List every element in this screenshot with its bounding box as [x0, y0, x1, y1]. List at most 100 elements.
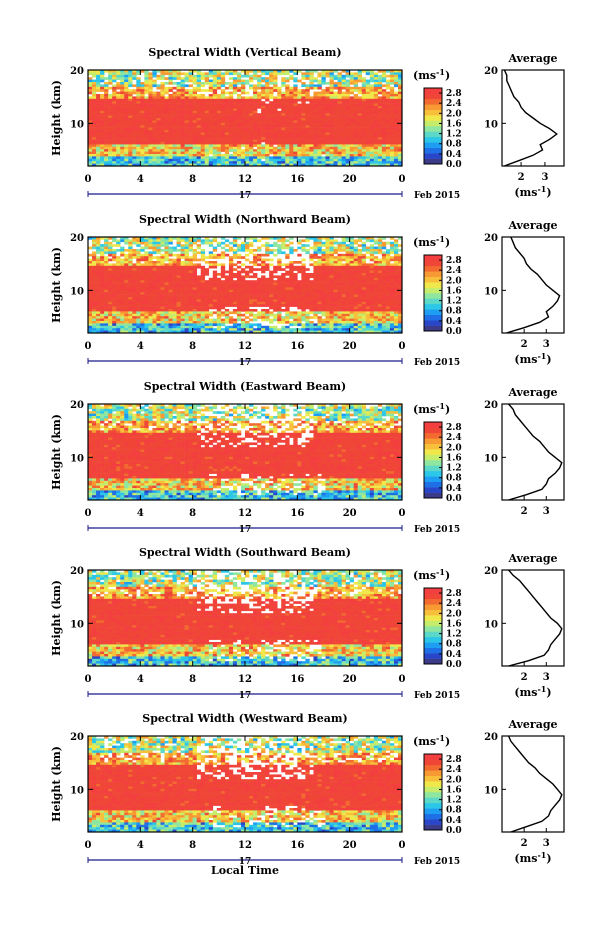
x-tick-label: 0 [399, 674, 406, 685]
panel-title: Spectral Width (Eastward Beam) [144, 380, 346, 393]
colorbar-tick-label: 0.0 [446, 660, 462, 670]
colorbar-tick-label: 0.0 [446, 327, 462, 337]
y-tick-label: 10 [70, 785, 84, 796]
colorbar-tick-label: 0.0 [446, 160, 462, 170]
avg-x-tick-label: 2 [518, 172, 525, 183]
x-tick-label: 20 [343, 840, 357, 851]
colorbar-tick-label: 1.6 [446, 619, 462, 629]
colorbar-tick-label: 0.4 [446, 484, 462, 494]
colorbar-tick-label: 1.6 [446, 119, 462, 129]
x-tick-label: 0 [85, 840, 92, 851]
y-tick-label: 20 [70, 566, 84, 577]
colorbar-segment [424, 148, 442, 154]
colorbar-segment [424, 626, 442, 632]
y-tick-label: 10 [70, 119, 84, 130]
average-frame [502, 570, 564, 666]
colorbar-segment [424, 797, 442, 803]
day-label: 17 [239, 525, 252, 535]
colorbar-tick-label: 0.4 [446, 650, 462, 660]
colorbar-segment [424, 142, 442, 148]
colorbar-tick-label: 1.2 [446, 297, 462, 307]
colorbar-tick-label: 0.0 [446, 826, 462, 836]
colorbar-segment [424, 610, 442, 616]
average-unit-label: (ms-1) [514, 850, 551, 865]
colorbar-segment [424, 309, 442, 315]
colorbar-tick-label: 2.8 [446, 755, 462, 765]
panel-title: Spectral Width (Southward Beam) [139, 546, 351, 559]
colorbar-segment [424, 159, 442, 165]
colorbar-tick-label: 2.0 [446, 443, 462, 453]
y-tick-label: 20 [70, 66, 84, 77]
x-tick-label: 20 [343, 508, 357, 519]
colorbar-tick-label: 2.0 [446, 109, 462, 119]
colorbar-segment [424, 104, 442, 110]
x-tick-label: 0 [85, 341, 92, 352]
avg-x-tick-label: 3 [541, 172, 548, 183]
average-frame [502, 404, 564, 500]
y-tick-label: 20 [70, 400, 84, 411]
day-label: 17 [239, 691, 252, 701]
avg-x-tick-label: 3 [543, 339, 550, 350]
colorbar-tick-label: 1.6 [446, 286, 462, 296]
colorbar-segment [424, 427, 442, 433]
x-tick-label: 16 [290, 674, 304, 685]
heatmap [88, 736, 402, 832]
colorbar-tick-label: 0.4 [446, 317, 462, 327]
colorbar-tick-label: 0.8 [446, 474, 462, 484]
colorbar-tick-label: 2.8 [446, 423, 462, 433]
x-tick-label: 12 [238, 341, 252, 352]
heatmap [88, 237, 402, 333]
colorbar-segment [424, 615, 442, 621]
colorbar-tick-label: 1.2 [446, 630, 462, 640]
colorbar-unit: (ms-1) [413, 401, 450, 416]
avg-x-tick-label: 2 [521, 838, 528, 849]
average-unit-label: (ms-1) [514, 351, 551, 366]
colorbar-segment [424, 304, 442, 310]
colorbar-unit: (ms-1) [413, 67, 450, 82]
x-tick-label: 4 [137, 174, 144, 185]
x-tick-label: 4 [137, 341, 144, 352]
average-unit-label: (ms-1) [514, 184, 551, 199]
x-tick-label: 0 [85, 508, 92, 519]
colorbar-segment [424, 648, 442, 654]
avg-x-tick-label: 3 [543, 672, 550, 683]
colorbar-segment [424, 326, 442, 332]
colorbar-tick-label: 2.4 [446, 433, 462, 443]
colorbar-tick-label: 1.2 [446, 130, 462, 140]
y-axis-label: Height (km) [50, 247, 63, 323]
date-label: Feb 2015 [414, 525, 460, 535]
colorbar-tick-label: 1.6 [446, 785, 462, 795]
colorbar-tick-label: 1.2 [446, 464, 462, 474]
colorbar-segment [424, 792, 442, 798]
x-tick-label: 8 [189, 674, 196, 685]
avg-x-tick-label: 2 [521, 339, 528, 350]
average-unit-label: (ms-1) [514, 684, 551, 699]
avg-y-tick-label: 20 [484, 233, 498, 244]
colorbar-tick-label: 0.8 [446, 140, 462, 150]
x-tick-label: 12 [238, 674, 252, 685]
colorbar-segment [424, 776, 442, 782]
colorbar-segment [424, 593, 442, 599]
colorbar-segment [424, 115, 442, 121]
colorbar-unit: (ms-1) [413, 234, 450, 249]
y-tick-label: 10 [70, 286, 84, 297]
colorbar-segment [424, 266, 442, 272]
colorbar-tick-label: 2.8 [446, 89, 462, 99]
x-tick-label: 16 [290, 174, 304, 185]
average-title: Average [507, 219, 557, 232]
colorbar-segment [424, 781, 442, 787]
colorbar-segment [424, 493, 442, 499]
colorbar-segment [424, 642, 442, 648]
colorbar-segment [424, 825, 442, 831]
x-tick-label: 0 [85, 674, 92, 685]
y-axis-label: Height (km) [50, 746, 63, 822]
colorbar-tick-label: 0.8 [446, 806, 462, 816]
average-frame [502, 237, 564, 333]
colorbar-tick-label: 2.0 [446, 276, 462, 286]
panel-title: Spectral Width (Vertical Beam) [148, 46, 341, 59]
colorbar-unit: (ms-1) [413, 567, 450, 582]
colorbar-segment [424, 99, 442, 105]
x-tick-label: 8 [189, 840, 196, 851]
panel-5: Spectral Width (Westward Beam)Height (km… [50, 712, 564, 867]
colorbar-tick-label: 0.0 [446, 494, 462, 504]
